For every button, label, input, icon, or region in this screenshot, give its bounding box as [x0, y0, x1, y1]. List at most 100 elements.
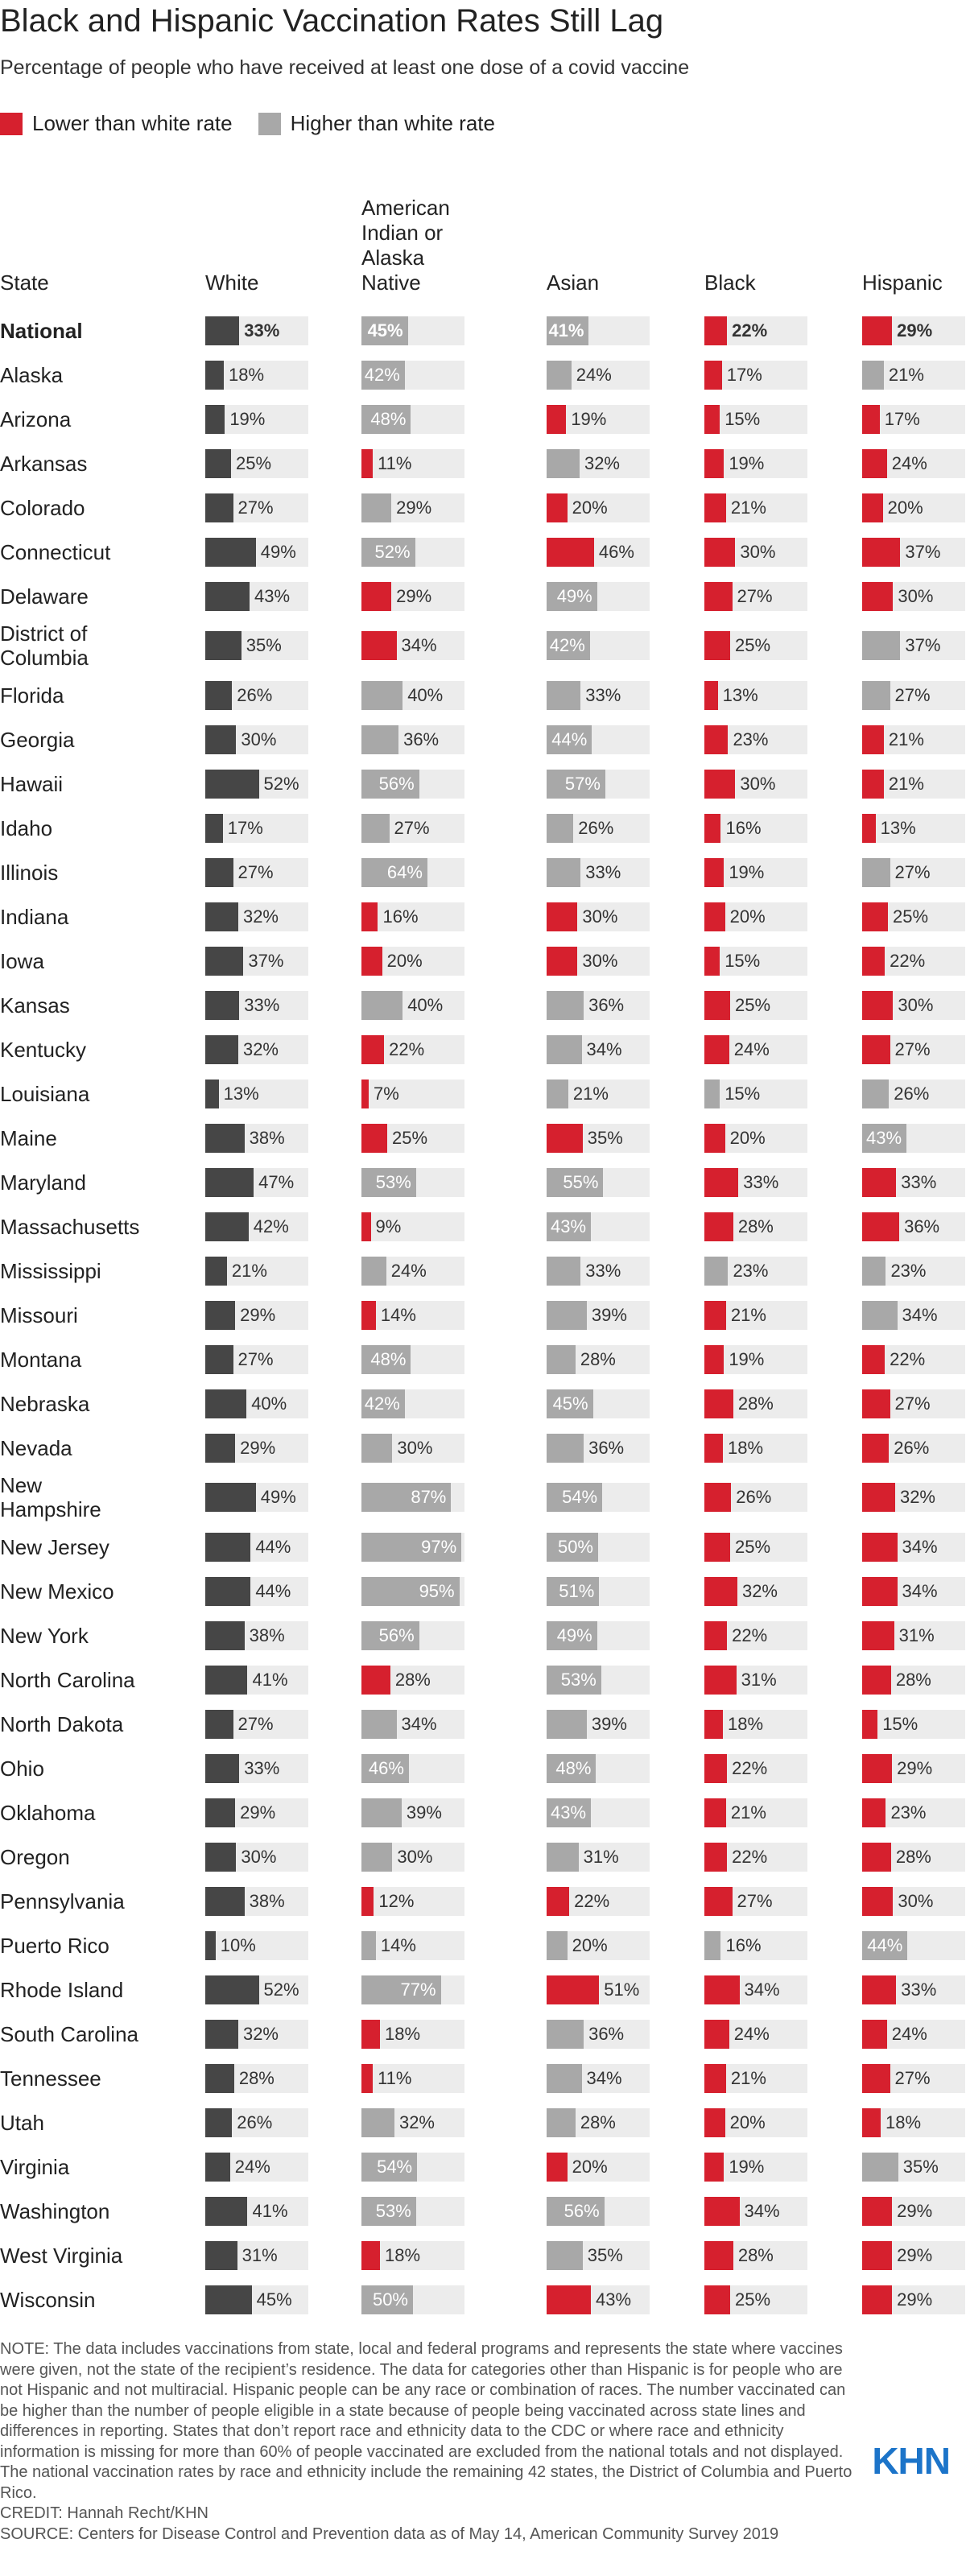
bar-track: 27%	[862, 680, 965, 710]
state-name: West Virginia	[0, 2243, 123, 2268]
bar-track: 27%	[205, 493, 308, 522]
value-label: 25%	[735, 635, 771, 655]
value-label: 19%	[571, 408, 607, 429]
bar-track: 33%	[547, 680, 650, 710]
bar-track: 87%	[361, 1483, 464, 1512]
bar-track: 21%	[862, 724, 965, 754]
bar	[704, 316, 728, 345]
value-label: 28%	[737, 2244, 774, 2265]
bar-track: 30%	[361, 1842, 464, 1872]
bar	[862, 1709, 878, 1739]
bar	[205, 1212, 249, 1241]
bar	[704, 1975, 740, 2004]
bar-track: 51%	[547, 1975, 650, 2004]
bar	[361, 316, 408, 345]
bar	[205, 2152, 230, 2182]
bar-track: 29%	[361, 493, 464, 522]
bar-track: 35%	[547, 1123, 650, 1153]
bar-track: 48%	[361, 404, 464, 434]
bar	[205, 316, 240, 345]
value-label: 64%	[386, 861, 423, 882]
bar	[704, 1483, 732, 1512]
value-label: 34%	[586, 2067, 622, 2088]
value-label: 17%	[884, 408, 920, 429]
bar-track: 21%	[862, 360, 965, 390]
value-label: 23%	[733, 729, 769, 749]
table-row: Utah 26% 32% 28% 20% 18%	[0, 2100, 966, 2145]
footnote: NOTE: The data includes vaccinations fro…	[0, 2339, 853, 2545]
value-label: 18%	[385, 2244, 421, 2265]
bar-track: 25%	[704, 631, 807, 660]
value-label: 34%	[744, 1979, 780, 2000]
bar-track: 50%	[361, 2285, 464, 2314]
value-label: 22%	[890, 950, 926, 971]
value-label: 48%	[555, 1757, 592, 1778]
table-row: Kentucky 32% 22% 34% 24% 27%	[0, 1027, 966, 1071]
state-name: District of Columbia	[0, 621, 89, 670]
bar-track: 27%	[862, 1389, 965, 1418]
value-label: 17%	[726, 364, 762, 385]
bar-track: 36%	[862, 1212, 965, 1241]
value-label: 26%	[736, 1487, 772, 1507]
value-label: 20%	[572, 1934, 608, 1955]
bar	[704, 946, 720, 976]
bar-track: 49%	[205, 1483, 308, 1512]
bar	[704, 902, 725, 931]
bar-track: 33%	[547, 857, 650, 887]
table-row: New York 38% 56% 49% 22% 31%	[0, 1613, 966, 1657]
state-name: Maine	[0, 1125, 57, 1150]
bar-track: 31%	[704, 1665, 807, 1695]
bar-track: 19%	[547, 404, 650, 434]
value-label: 19%	[729, 861, 765, 882]
bar-track: 10%	[205, 1930, 308, 1960]
bar-track: 56%	[361, 769, 464, 799]
value-label: 30%	[241, 729, 277, 749]
bar-track: 18%	[361, 2019, 464, 2049]
bar	[704, 404, 720, 434]
state-name: Nevada	[0, 1435, 72, 1460]
bar-track: 16%	[704, 1930, 807, 1960]
legend-swatch	[0, 112, 23, 135]
bar	[547, 631, 590, 660]
state-name: Connecticut	[0, 539, 111, 564]
bar	[205, 2196, 248, 2226]
bar	[547, 1886, 570, 1916]
bar-track: 25%	[704, 990, 807, 1020]
value-label: 7%	[373, 1083, 399, 1104]
value-label: 46%	[368, 1757, 404, 1778]
bar	[205, 902, 238, 931]
bar	[547, 1167, 604, 1197]
bar	[704, 1256, 729, 1286]
table-row: Wisconsin 45% 50% 43% 25% 29%	[0, 2277, 966, 2322]
value-label: 45%	[256, 2289, 292, 2310]
table-row: Ohio 33% 46% 48% 22% 29%	[0, 1746, 966, 1790]
value-label: 48%	[370, 1348, 407, 1369]
bar	[704, 1665, 737, 1695]
bar-track: 27%	[361, 813, 464, 843]
bar-track: 36%	[547, 990, 650, 1020]
value-label: 22%	[732, 1757, 768, 1778]
bar-track: 41%	[205, 1665, 308, 1695]
bar-track: 27%	[862, 2063, 965, 2093]
bar	[547, 2240, 583, 2270]
value-label: 33%	[585, 861, 621, 882]
value-label: 16%	[725, 1934, 762, 1955]
value-label: 25%	[735, 2289, 771, 2310]
table-row: Arizona 19% 48% 19% 15% 17%	[0, 397, 966, 441]
state-name: New Mexico	[0, 1579, 114, 1604]
bar-track: 33%	[547, 1256, 650, 1286]
table-row: Louisiana 13% 7% 21% 15% 26%	[0, 1071, 966, 1116]
bar-track: 43%	[547, 2285, 650, 2314]
bar-track: 35%	[547, 2240, 650, 2270]
value-label: 20%	[572, 2156, 608, 2177]
value-label: 14%	[380, 1934, 416, 1955]
value-label: 53%	[375, 2200, 411, 2221]
state-name: New Hampshire	[0, 1473, 101, 1521]
bar-track: 29%	[862, 2240, 965, 2270]
bar-track: 32%	[862, 1483, 965, 1512]
bar-track: 17%	[862, 404, 965, 434]
bar	[205, 1798, 236, 1827]
bar	[205, 2019, 238, 2049]
bar	[704, 1576, 737, 1606]
value-label: 33%	[585, 1260, 621, 1281]
